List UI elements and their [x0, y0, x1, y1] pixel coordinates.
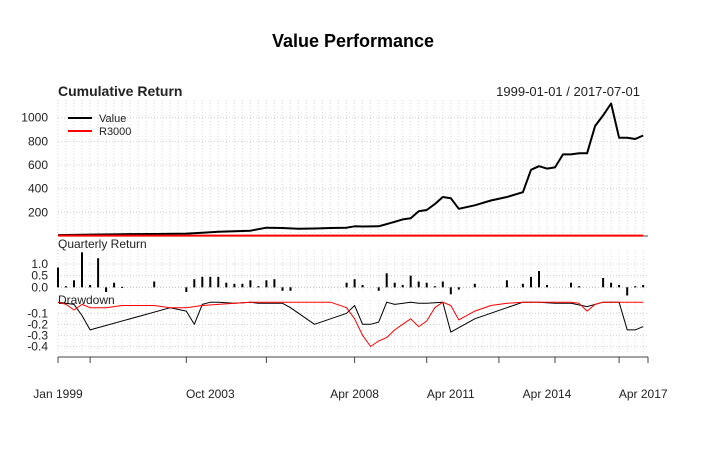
- date-range-label: 1999-01-01 / 2017-07-01: [496, 84, 640, 99]
- return-bar: [602, 278, 605, 288]
- return-bar: [273, 279, 276, 288]
- return-bar: [361, 285, 364, 288]
- return-bar: [385, 273, 388, 288]
- return-bar: [353, 279, 356, 288]
- quarterly-panel: 0.00.51.0: [31, 252, 648, 296]
- return-bar: [578, 286, 581, 288]
- y-tick-label: -0.1: [27, 306, 48, 320]
- drawdown-line-value: [57, 301, 644, 333]
- return-bar: [217, 276, 220, 288]
- return-bar: [233, 283, 236, 288]
- drawdown-panel-title: Drawdown: [58, 293, 115, 307]
- return-bar: [281, 287, 284, 291]
- return-bar: [457, 287, 460, 290]
- return-bar: [425, 282, 428, 288]
- return-bar: [265, 280, 268, 288]
- y-tick-label: -0.4: [27, 340, 48, 354]
- return-bar: [241, 283, 244, 288]
- y-tick-label: 1.0: [31, 257, 48, 271]
- return-bar: [417, 281, 420, 288]
- return-bar: [65, 286, 67, 288]
- return-bar: [441, 281, 444, 288]
- return-bar: [401, 285, 404, 288]
- y-tick-label: 0.5: [31, 269, 48, 283]
- x-tick-label: Apr 2017: [619, 387, 668, 401]
- y-tick-label: -0.2: [27, 317, 48, 331]
- chart-title: Value Performance: [272, 31, 434, 51]
- return-bar: [634, 286, 637, 288]
- return-bar: [610, 282, 613, 288]
- return-bar: [642, 285, 645, 288]
- return-bar: [249, 280, 252, 288]
- return-bar: [201, 276, 204, 288]
- y-tick-label: 800: [28, 134, 48, 148]
- x-axis: Jan 1999 Oct 2003 Apr 2008 Apr 2011 Apr 2014…: [33, 356, 668, 401]
- return-bar: [121, 286, 124, 288]
- return-bar: [409, 275, 412, 288]
- return-bar: [546, 285, 548, 288]
- return-bar: [113, 282, 116, 288]
- drawdown-panel: -0.1-0.2-0.3-0.4: [27, 301, 648, 354]
- drawdown-line-r3000: [57, 301, 644, 347]
- return-bar: [105, 287, 108, 292]
- return-bar: [521, 283, 524, 288]
- return-bar: [473, 283, 476, 288]
- y-tick-label: 0.0: [31, 280, 48, 294]
- return-bar: [225, 282, 228, 288]
- cumulative-panel-title: Cumulative Return: [58, 83, 182, 99]
- return-bar: [73, 280, 75, 288]
- return-bar: [185, 287, 188, 292]
- x-tick-label: Oct 2003: [186, 387, 235, 401]
- legend-label: R3000: [99, 126, 131, 138]
- return-bar: [505, 280, 508, 288]
- x-tick-label: Jan 1999: [33, 387, 83, 401]
- return-bar: [345, 282, 348, 288]
- return-bar: [209, 276, 212, 288]
- y-tick-label: -0.3: [27, 328, 48, 342]
- quarterly-panel-title: Quarterly Return: [58, 237, 147, 251]
- return-bar: [89, 285, 92, 288]
- y-tick-label: 1000: [21, 111, 48, 125]
- return-bar: [257, 286, 260, 288]
- return-bar: [538, 271, 540, 288]
- return-bar: [153, 281, 156, 288]
- return-bar: [570, 282, 572, 288]
- return-bar: [618, 285, 621, 288]
- return-bar: [433, 286, 436, 288]
- x-tick-label: Apr 2014: [523, 387, 572, 401]
- return-bar: [530, 276, 532, 288]
- return-bar: [97, 258, 100, 288]
- series-line-value: [57, 102, 644, 237]
- return-bar: [193, 279, 196, 288]
- y-tick-label: 200: [28, 205, 48, 219]
- return-bar: [81, 252, 83, 288]
- legend-label: Value: [99, 113, 126, 125]
- return-bar: [626, 287, 629, 296]
- y-tick-label: 600: [28, 158, 48, 172]
- return-bar: [57, 267, 59, 288]
- cumulative-panel: 200 400 600 800 1000: [21, 102, 648, 237]
- x-tick-label: Apr 2011: [427, 387, 475, 401]
- return-bar: [393, 282, 396, 288]
- y-tick-label: 400: [28, 182, 48, 196]
- grid: [57, 100, 644, 352]
- return-bar: [289, 287, 292, 291]
- return-bar: [377, 287, 380, 291]
- x-tick-label: Apr 2008: [330, 387, 379, 401]
- return-bar: [449, 287, 452, 295]
